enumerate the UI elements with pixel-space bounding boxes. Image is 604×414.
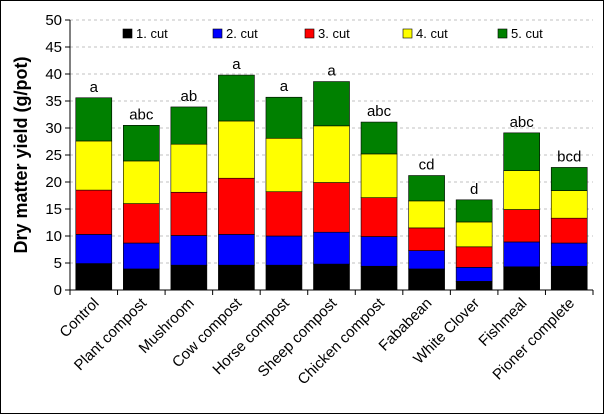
bar-segment [455,267,493,282]
y-tick-label: 20 [45,174,62,191]
y-tick-label: 45 [45,39,62,56]
y-axis-title: Dry matter yield (g/pot) [11,56,31,253]
bar-segment [408,200,445,229]
y-tick-label: 25 [45,147,62,164]
legend-swatch [497,28,508,39]
legend: 1. cut 2. cut 3. cut 4. cut 5. cut [112,24,562,44]
significance-label: abc [129,106,154,123]
bar-segment [265,191,303,237]
significance-label: abc [510,114,535,131]
significance-label: bcd [557,148,581,165]
legend-label: 2. cut [226,26,258,41]
bar-segment [123,125,160,162]
bar-segment [218,264,255,291]
bar-segment [265,235,303,266]
y-tick-label: 30 [45,120,62,137]
bar-segment [408,268,445,291]
bar-segment [265,264,303,291]
bar-segment [360,265,398,291]
bar-segment [455,281,493,291]
legend-background [112,24,562,44]
bars [75,74,588,291]
y-tick-label: 0 [54,282,62,299]
bar-segment [123,242,160,270]
legend-label: 4. cut [416,26,448,41]
bar-segment [170,106,208,145]
y-tick-label: 10 [45,228,62,245]
bar-segment [123,268,160,291]
bar-segment [313,81,350,127]
bar-segment [265,96,303,139]
bar-segment [408,175,445,202]
bar-segment [75,140,113,191]
y-tick-label: 5 [54,255,62,272]
bar-segment [218,120,255,179]
bar-segment [360,197,398,237]
significance-label: a [327,63,336,80]
legend-label: 5. cut [511,26,543,41]
bar-segment [550,190,588,219]
bar-segment [313,125,350,183]
significance-label: a [232,56,241,73]
bar-segment [218,177,255,235]
bar-segment [503,209,540,243]
bar-segment [550,242,588,267]
bar-segment [75,234,113,264]
bar-segment [313,231,350,265]
bar-segment [360,153,398,198]
significance-label: ab [181,88,198,105]
bar-segment [408,227,445,251]
bar-segment [503,241,540,268]
bar-segment [170,191,208,236]
bar-segment [218,74,255,122]
legend-swatch [304,28,315,39]
bar-segment [265,137,303,193]
bar-segment [170,143,208,193]
bar-segment [503,266,540,291]
bar-segment [170,235,208,266]
bar-segment [170,264,208,291]
bar-segment [75,97,113,142]
bar-segment [75,263,113,291]
bar-segment [360,236,398,267]
y-tick-label: 15 [45,201,62,218]
legend-label: 1. cut [136,26,168,41]
bar-segment [408,250,445,270]
bar-segment [123,160,160,204]
legend-swatch [122,28,133,39]
legend-label: 3. cut [318,26,350,41]
bar-segment [313,263,350,291]
bar-segment [75,189,113,235]
significance-label: a [280,78,289,95]
y-tick-label: 50 [45,12,62,29]
y-tick-label: 40 [45,66,62,83]
significance-label: abc [367,103,392,120]
significance-label: d [470,181,478,198]
bar-segment [455,246,493,268]
bar-segment [503,132,540,171]
bar-segment [550,167,588,191]
y-tick-label: 35 [45,93,62,110]
bar-segment [313,182,350,233]
legend-swatch [402,28,413,39]
bar-segment [455,199,493,223]
bar-segment [550,265,588,291]
legend-swatch [212,28,223,39]
bar-segment [550,217,588,244]
significance-label: cd [419,157,435,174]
bar-segment [503,170,540,210]
bar-segment [218,234,255,266]
significance-label: a [90,79,99,96]
bar-segment [360,121,398,155]
bar-segment [123,203,160,244]
bar-segment [455,221,493,248]
